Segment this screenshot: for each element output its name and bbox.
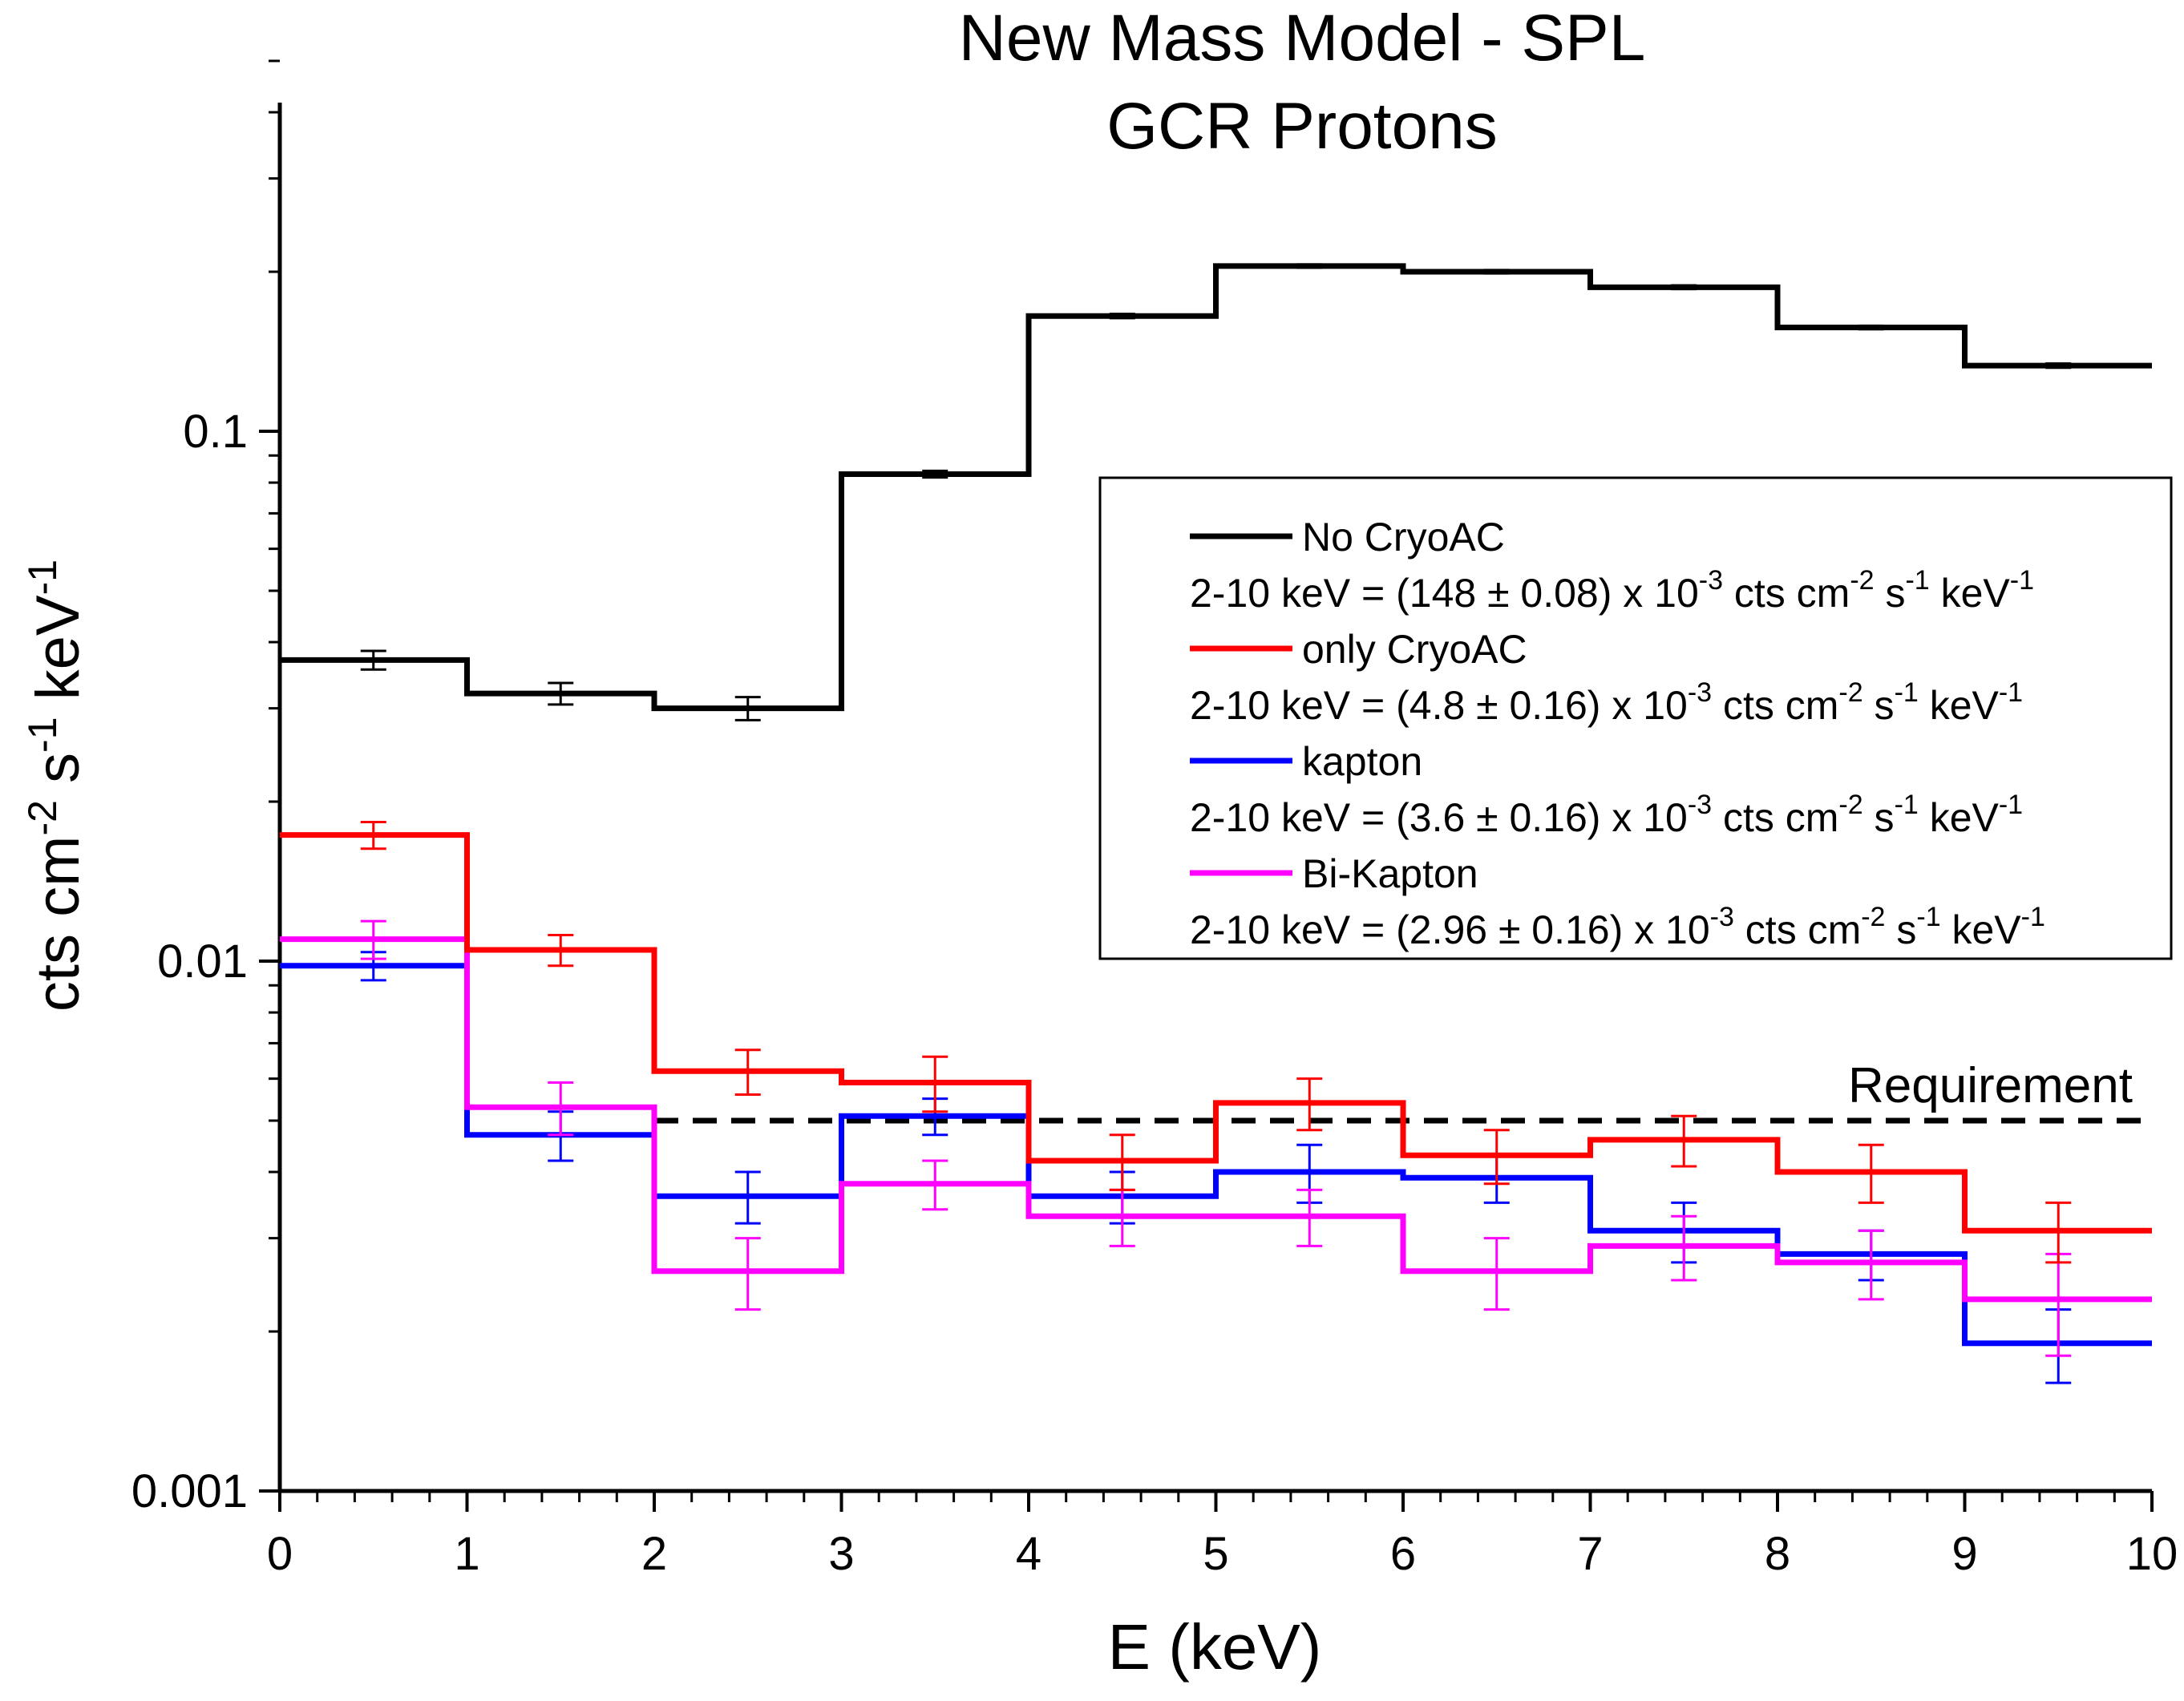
error-bar-only-cryoac <box>922 1055 948 1113</box>
legend-box <box>1098 476 2173 960</box>
error-bar-no-cryoac <box>2045 362 2072 370</box>
tick-labels: 0 1 2 3 4 5 6 7 8 9 10 0.001 0.01 0.1 <box>131 406 2178 1580</box>
error-bar-bi-kapton <box>1671 1214 1697 1282</box>
error-bar-bi-kapton <box>1483 1237 1510 1311</box>
x-tick-label: 8 <box>1765 1528 1790 1580</box>
y-tick-label: 0.001 <box>131 1465 248 1517</box>
step-line-bi-kapton <box>280 936 2152 1303</box>
error-bar-bi-kapton <box>734 1237 761 1311</box>
legend-label-only-cryoac: only CryoAC <box>1302 627 1527 672</box>
error-bar-bi-kapton <box>360 919 386 960</box>
step-line-no-cryoac <box>280 263 2152 712</box>
error-bar-only-cryoac <box>360 821 386 850</box>
x-tick-label: 5 <box>1203 1528 1228 1580</box>
error-bar-no-cryoac <box>1858 324 1884 331</box>
y-tick-label: 0.01 <box>157 935 248 988</box>
x-tick-label: 6 <box>1390 1528 1416 1580</box>
legend-note-bi-kapton: 2-10 keV = (2.96 ± 0.16) x 10-3 cts cm-2… <box>1190 902 2045 952</box>
error-bar-no-cryoac <box>922 469 948 479</box>
x-tick-label: 7 <box>1577 1528 1603 1580</box>
x-tick-label: 10 <box>2126 1528 2178 1580</box>
x-tick-label: 3 <box>828 1528 854 1580</box>
ticks <box>259 59 2154 1512</box>
error-bar-no-cryoac <box>734 696 761 721</box>
chart-title-line-2: GCR Protons <box>1106 90 1498 163</box>
series-no-cryoac <box>280 263 2152 721</box>
y-tick-label: 0.1 <box>183 406 248 458</box>
error-bar-only-cryoac <box>1109 1133 1135 1191</box>
x-axis-label: E (keV) <box>1108 1611 1322 1683</box>
error-bar-only-cryoac <box>1483 1129 1510 1186</box>
x-tick-label: 9 <box>1951 1528 1977 1580</box>
requirement-label: Requirement <box>1848 1058 2133 1113</box>
error-bar-bi-kapton <box>922 1159 948 1211</box>
error-bar-no-cryoac <box>1109 313 1135 320</box>
legend-note-kapton: 2-10 keV = (3.6 ± 0.16) x 10-3 cts cm-2 … <box>1190 790 2023 840</box>
error-bar-only-cryoac <box>1858 1143 1884 1204</box>
error-bar-no-cryoac <box>548 681 574 706</box>
legend-note-only-cryoac: 2-10 keV = (4.8 ± 0.16) x 10-3 cts cm-2 … <box>1190 677 2023 728</box>
error-bar-bi-kapton <box>1296 1188 1323 1247</box>
legend-label-kapton: kapton <box>1302 739 1422 784</box>
chart-title-line-1: New Mass Model - SPL <box>959 2 1646 75</box>
series-layer <box>280 263 2152 1384</box>
step-line-only-cryoac <box>280 832 2152 1234</box>
x-tick-label: 4 <box>1016 1528 1041 1580</box>
x-tick-label: 2 <box>641 1528 667 1580</box>
x-tick-label: 1 <box>454 1528 479 1580</box>
error-bar-only-cryoac <box>1296 1077 1323 1132</box>
error-bar-no-cryoac <box>1296 263 1323 269</box>
legend-label-no-cryoac: No CryoAC <box>1302 515 1505 560</box>
error-bar-no-cryoac <box>1671 284 1697 291</box>
error-bar-no-cryoac <box>360 649 386 671</box>
error-bar-bi-kapton <box>1858 1229 1884 1301</box>
legend-note-no-cryoac: 2-10 keV = (148 ± 0.08) x 10-3 cts cm-2 … <box>1190 565 2034 616</box>
error-bar-only-cryoac <box>734 1048 761 1096</box>
error-bar-no-cryoac <box>1483 269 1510 275</box>
error-bar-only-cryoac <box>2045 1201 2072 1264</box>
error-bar-bi-kapton <box>2045 1252 2072 1357</box>
legend-label-bi-kapton: Bi-Kapton <box>1302 851 1478 896</box>
legend: No CryoAC 2-10 keV = (148 ± 0.08) x 10-3… <box>1098 476 2173 960</box>
error-bar-only-cryoac <box>1671 1114 1697 1168</box>
series-only-cryoac <box>280 821 2152 1264</box>
series-bi-kapton <box>280 919 2152 1357</box>
error-bar-kapton <box>734 1170 761 1225</box>
y-axis-label: cts cm-2 s-1 keV-1 <box>20 560 92 1012</box>
error-bar-bi-kapton <box>548 1081 574 1137</box>
error-bar-only-cryoac <box>548 933 574 968</box>
x-tick-label: 0 <box>267 1528 293 1580</box>
